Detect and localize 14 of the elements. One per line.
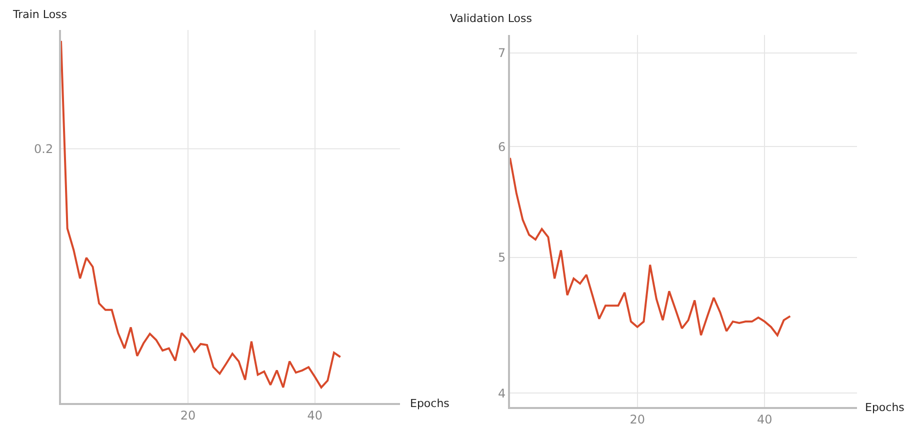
x-axis-title: Epochs <box>865 401 905 414</box>
x-axis-title: Epochs <box>410 397 450 410</box>
chart-title: Train Loss <box>12 8 68 21</box>
x-tick-label: 40 <box>757 412 772 425</box>
y-tick-label: 6 <box>498 140 506 154</box>
x-tick-label: 40 <box>307 408 323 422</box>
x-tick-label: 20 <box>180 408 196 422</box>
x-tick-label: 20 <box>630 412 645 425</box>
y-tick-label: 5 <box>498 250 506 265</box>
line-series <box>510 156 792 336</box>
y-tick-label: 4 <box>498 386 506 400</box>
y-tick-label: 7 <box>498 46 506 60</box>
chart-title: Validation Loss <box>450 12 532 25</box>
text: 0.2 <box>34 142 54 156</box>
